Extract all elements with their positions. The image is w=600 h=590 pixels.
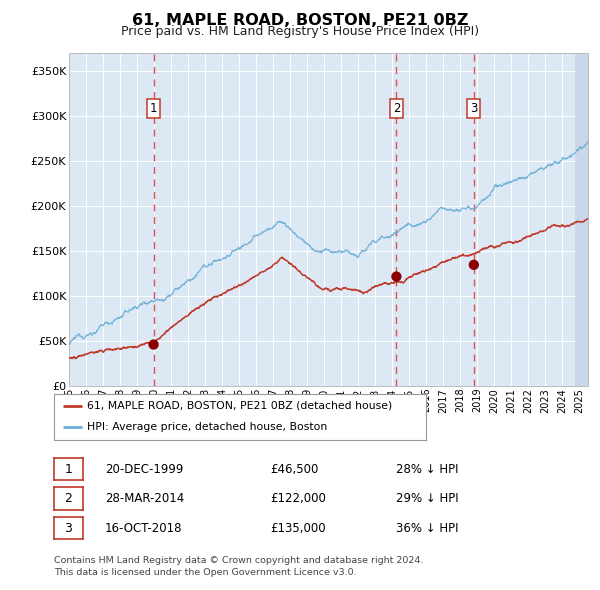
- Point: [392, 272, 401, 281]
- Text: 2: 2: [64, 492, 73, 505]
- Text: 3: 3: [64, 522, 73, 535]
- Text: 1: 1: [150, 101, 157, 114]
- Bar: [575, 53, 596, 386]
- Text: 1: 1: [64, 463, 73, 476]
- Text: Price paid vs. HM Land Registry's House Price Index (HPI): Price paid vs. HM Land Registry's House …: [121, 25, 479, 38]
- Text: 28-MAR-2014: 28-MAR-2014: [105, 492, 184, 505]
- Text: 28% ↓ HPI: 28% ↓ HPI: [396, 463, 458, 476]
- Text: £135,000: £135,000: [270, 522, 326, 535]
- Text: 61, MAPLE ROAD, BOSTON, PE21 0BZ (detached house): 61, MAPLE ROAD, BOSTON, PE21 0BZ (detach…: [88, 401, 393, 411]
- Text: 16-OCT-2018: 16-OCT-2018: [105, 522, 182, 535]
- Point: [469, 260, 479, 270]
- Text: 2: 2: [392, 101, 400, 114]
- Text: Contains HM Land Registry data © Crown copyright and database right 2024.
This d: Contains HM Land Registry data © Crown c…: [54, 556, 424, 576]
- Text: £46,500: £46,500: [270, 463, 319, 476]
- Text: 3: 3: [470, 101, 478, 114]
- Text: 61, MAPLE ROAD, BOSTON, PE21 0BZ: 61, MAPLE ROAD, BOSTON, PE21 0BZ: [132, 13, 468, 28]
- Point: [149, 340, 158, 349]
- Text: 20-DEC-1999: 20-DEC-1999: [105, 463, 184, 476]
- Text: 36% ↓ HPI: 36% ↓ HPI: [396, 522, 458, 535]
- Text: HPI: Average price, detached house, Boston: HPI: Average price, detached house, Bost…: [88, 422, 328, 432]
- Text: £122,000: £122,000: [270, 492, 326, 505]
- Text: 29% ↓ HPI: 29% ↓ HPI: [396, 492, 458, 505]
